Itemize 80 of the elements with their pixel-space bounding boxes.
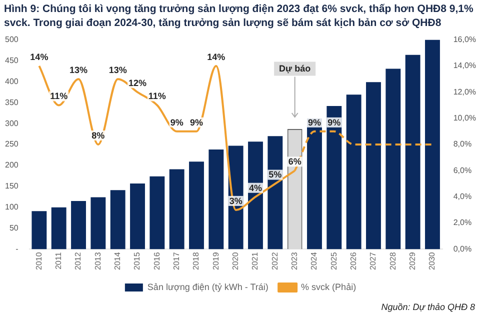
data-label: 12% bbox=[128, 78, 147, 88]
data-label: 4% bbox=[248, 182, 262, 193]
bar bbox=[32, 211, 47, 250]
data-label: 13% bbox=[108, 65, 127, 76]
y2-tick-label: 14,0% bbox=[453, 61, 476, 70]
x-tick-label: 2020 bbox=[231, 252, 240, 270]
x-tick-label: 2018 bbox=[192, 252, 201, 270]
bar bbox=[386, 68, 401, 250]
x-tick-label: 2017 bbox=[172, 252, 182, 270]
bar bbox=[346, 94, 362, 250]
y-tick-label: 350 bbox=[4, 98, 19, 107]
x-tick-label: 2025 bbox=[329, 252, 338, 270]
y-tick-label: 150 bbox=[4, 182, 19, 191]
x-tick-label: 2014 bbox=[113, 252, 122, 270]
bar bbox=[90, 197, 106, 250]
bar bbox=[326, 106, 342, 250]
y-tick-label: 450 bbox=[4, 56, 19, 65]
y-tick-label: 300 bbox=[4, 118, 19, 128]
x-tick-label: 2027 bbox=[368, 252, 378, 270]
legend-label: % svck (Phải) bbox=[301, 282, 356, 292]
x-tick-label: 2012 bbox=[74, 252, 83, 270]
y2-tick-label: 0,0% bbox=[453, 244, 472, 254]
x-tick-label: 2013 bbox=[93, 252, 102, 270]
y2-tick-label: 10,0% bbox=[453, 114, 476, 123]
data-label: 5% bbox=[268, 170, 282, 180]
y2-tick-label: 16,0% bbox=[453, 35, 476, 44]
legend-label: Sản lượng điện (tỷ kWh - Trái) bbox=[147, 282, 268, 292]
x-tick-label: 2028 bbox=[388, 252, 398, 270]
bar bbox=[366, 82, 381, 250]
text: Nguồn: Dự thảo QHĐ 8 bbox=[380, 302, 476, 312]
y2-tick-label: 8,0% bbox=[453, 140, 472, 149]
bar bbox=[51, 207, 66, 250]
x-tick-label: 2026 bbox=[349, 252, 358, 270]
data-label: 9% bbox=[190, 117, 204, 128]
data-label: 14% bbox=[207, 52, 226, 62]
y-tick-label: 50 bbox=[9, 223, 19, 232]
x-tick-label: 2019 bbox=[211, 252, 220, 270]
chart-title: Hình 9: Chúng tôi kì vọng tăng trưởng sản lượng điện 2023 đạt 6% svck, thấp hơn QHĐ8 9,1% svck. Trong giai đoạn 2024-30, tăng trưởng sản lượng sẽ bám sát kịch bản cơ sở QHĐ8 bbox=[3, 2, 474, 31]
y-tick-label: 200 bbox=[4, 160, 19, 170]
bar bbox=[150, 176, 165, 250]
bar bbox=[110, 190, 126, 250]
bar bbox=[169, 169, 184, 250]
x-tick-label: 2023 bbox=[290, 252, 300, 270]
y-tick-label: - bbox=[16, 244, 19, 254]
y-tick-label: 400 bbox=[4, 76, 19, 86]
x-tick-label: 2022 bbox=[270, 252, 280, 270]
data-label: 13% bbox=[70, 65, 88, 76]
data-label: 9% bbox=[308, 117, 321, 128]
x-tick-label: 2010 bbox=[34, 252, 44, 270]
y-tick-label: 500 bbox=[4, 35, 19, 44]
bar bbox=[248, 142, 263, 250]
data-label: 14% bbox=[30, 52, 48, 62]
y2-tick-label: 6,0% bbox=[453, 166, 472, 175]
data-label: 11% bbox=[148, 91, 166, 102]
data-label: 6% bbox=[288, 156, 302, 167]
x-tick-label: 2011 bbox=[54, 252, 64, 270]
bar bbox=[268, 136, 283, 250]
x-tick-label: 2029 bbox=[408, 252, 418, 270]
data-label: 3% bbox=[229, 196, 242, 206]
annotation: Dự báo bbox=[279, 63, 312, 74]
bar bbox=[130, 183, 145, 250]
x-tick-label: 2016 bbox=[152, 252, 162, 270]
y-tick-label: 250 bbox=[4, 140, 19, 149]
bar bbox=[405, 54, 420, 250]
data-label: 9% bbox=[328, 117, 341, 128]
data-label: 8% bbox=[92, 130, 105, 140]
y2-tick-label: 4,0% bbox=[453, 192, 472, 202]
bar bbox=[71, 201, 86, 250]
x-tick-label: 2024 bbox=[310, 252, 319, 270]
bar bbox=[208, 150, 224, 250]
x-tick-label: 2015 bbox=[132, 252, 142, 270]
x-tick-label: 2021 bbox=[250, 252, 260, 270]
y-tick-label: 100 bbox=[4, 202, 19, 212]
bar bbox=[189, 162, 204, 250]
data-label: 9% bbox=[170, 117, 184, 128]
y2-tick-label: 12,0% bbox=[453, 87, 476, 96]
data-label: 11% bbox=[50, 91, 68, 102]
x-tick-label: 2030 bbox=[428, 252, 437, 270]
y2-tick-label: 2,0% bbox=[453, 218, 472, 228]
bar bbox=[425, 40, 440, 250]
